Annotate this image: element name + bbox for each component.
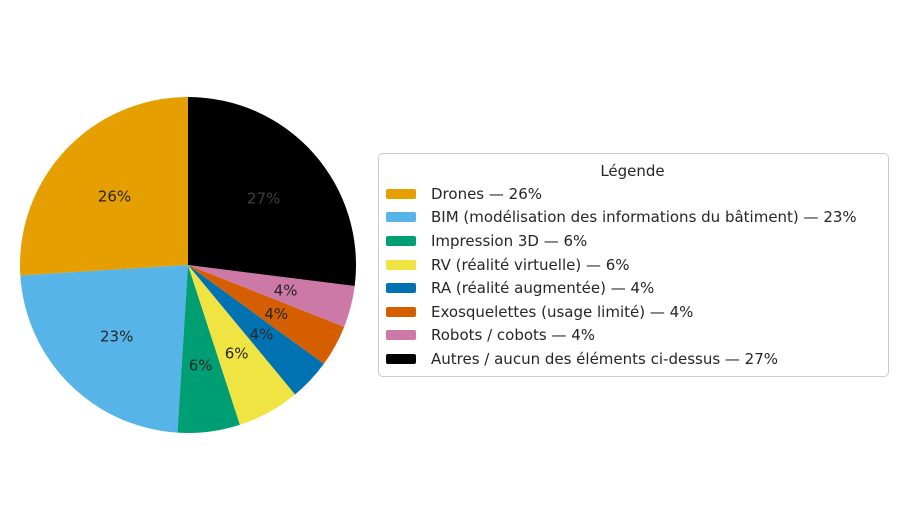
legend-title: Légende: [600, 162, 665, 180]
pie-slice-2: [20, 265, 188, 433]
legend-item-label: RA (réalité augmentée) — 4%: [431, 279, 655, 298]
legend-item-label: Impression 3D — 6%: [431, 231, 588, 250]
pie-slice-5: [188, 265, 324, 395]
pie-percent-label: 23%: [100, 328, 133, 346]
legend-swatch: [386, 212, 416, 223]
pie-percent-label: 6%: [189, 356, 213, 374]
legend-item: Impression 3D — 6%: [385, 229, 880, 253]
legend-swatch: [386, 330, 416, 341]
pie-percent-label: 4%: [250, 325, 274, 343]
legend-item-label: Drones — 26%: [431, 184, 542, 203]
pie-slice-3: [177, 265, 240, 434]
legend-swatch: [386, 306, 416, 317]
legend-item-label: RV (réalité virtuelle) — 6%: [431, 255, 630, 274]
pie-percent-label: 27%: [247, 190, 280, 208]
legend-items: Drones — 26% BIM (modélisation des inform…: [385, 182, 880, 371]
pie-slice-1: [19, 97, 189, 276]
pie-percent-label: 6%: [225, 345, 249, 363]
pie-percent-label: 4%: [264, 305, 288, 323]
legend-item: RA (réalité augmentée) — 4%: [385, 276, 880, 300]
legend-swatch: [386, 259, 416, 270]
pie-slice-4: [188, 265, 296, 425]
legend-item-label: BIM (modélisation des informations du bâ…: [431, 208, 857, 227]
legend-item-label: Exosquelettes (usage limité) — 4%: [431, 302, 694, 321]
legend-item-label: Autres / aucun des éléments ci-dessus — …: [431, 349, 779, 368]
legend-item: Autres / aucun des éléments ci-dessus — …: [385, 347, 880, 371]
legend-item: BIM (modélisation des informations du bâ…: [385, 206, 880, 230]
legend-swatch: [386, 353, 416, 364]
legend-item: Exosquelettes (usage limité) — 4%: [385, 300, 880, 324]
pie-slice-7: [188, 265, 355, 327]
pie-percent-label: 26%: [98, 187, 131, 205]
legend-item: Drones — 26%: [385, 182, 880, 206]
legend-swatch: [386, 188, 416, 199]
pie-slice-6: [188, 265, 345, 364]
legend-swatch: [386, 283, 416, 294]
pie-percent-label: 4%: [274, 281, 298, 299]
legend-swatch: [386, 235, 416, 246]
legend-item: Robots / cobots — 4%: [385, 324, 880, 348]
pie-slice-8: [188, 97, 357, 287]
legend-box: Légende Drones — 26% BIM (modélisation de…: [378, 153, 889, 377]
legend-item: RV (réalité virtuelle) — 6%: [385, 253, 880, 277]
legend-item-label: Robots / cobots — 4%: [431, 326, 596, 345]
